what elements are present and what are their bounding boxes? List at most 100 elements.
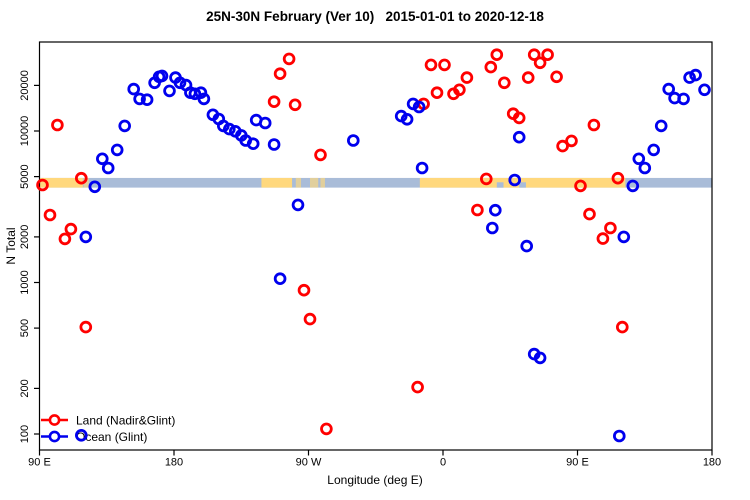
data-point-ocean [520,239,533,253]
data-point-ocean [258,116,272,130]
data-point-ocean [626,179,640,193]
y-tick-label: 1000 [19,270,31,294]
ocean-inlet [496,182,504,188]
data-point-land [273,67,287,80]
data-point-land [587,118,601,132]
ocean-inlet [519,182,526,188]
x-tick-label: 90 W [296,457,322,469]
data-point-ocean [223,122,236,136]
data-point-land [460,71,474,84]
data-point-land [64,222,78,236]
data-point-ocean [291,198,305,212]
x-tick-label: 90 E [566,457,589,469]
data-point-ocean [415,161,429,175]
data-point-ocean [155,69,169,83]
scatter-points-layer [36,48,711,443]
data-point-ocean [698,83,711,97]
data-point-land [288,98,302,112]
data-point-land [565,134,578,148]
data-point-ocean [194,86,208,99]
data-point-land [497,76,511,90]
y-tick-label: 5000 [19,164,31,188]
data-point-ocean [533,351,547,365]
data-point-land [303,312,317,326]
land-segment [295,177,302,188]
data-point-ocean [140,93,154,106]
data-point-ocean [75,428,88,442]
data-point-land [490,48,504,61]
data-point-ocean [485,221,499,235]
data-point-ocean [412,100,426,114]
y-tick-label: 20000 [19,70,31,101]
data-point-ocean [267,138,281,151]
y-tick-label: 500 [19,319,31,337]
data-point-ocean [654,119,668,133]
legend-symbol-point [48,414,61,426]
legend-label: Land (Nadir&Glint) [76,414,175,428]
y-tick-label: 100 [19,425,31,443]
data-point-land [297,283,311,297]
data-point-land [484,60,498,74]
data-point-land [314,148,327,162]
legend-label: Ocean (Glint) [76,430,147,444]
data-point-ocean [273,272,287,286]
data-point-land [512,111,526,125]
data-point-land [541,48,554,61]
data-point-ocean [163,84,176,98]
data-point-land [527,48,541,61]
data-point-ocean [173,76,187,90]
data-point-ocean [612,429,626,443]
x-tick-label: 180 [703,457,721,469]
data-point-ocean [400,113,414,126]
data-point-land [424,58,438,72]
data-point-land [615,320,629,334]
data-point-land [430,86,444,99]
data-point-land [411,380,424,394]
data-point-ocean [512,130,526,144]
data-point-ocean [101,161,115,175]
data-point-land [36,178,49,192]
ocean-band [39,177,712,188]
data-point-land [43,208,57,222]
data-point-ocean [617,230,631,244]
data-point-ocean [96,152,109,166]
data-point-ocean [346,134,360,147]
data-point-ocean [88,180,102,194]
data-point-ocean [110,143,124,157]
data-point-ocean [683,71,696,84]
x-tick-label: 0 [440,457,446,469]
x-axis-title: Longitude (deg E) [327,473,422,487]
chart-title: 25N-30N February (Ver 10) 2015-01-01 to … [206,9,544,24]
data-point-ocean [632,152,646,166]
data-point-ocean [127,82,141,96]
y-tick-label: 10000 [19,116,31,147]
land-segment [39,177,83,188]
data-point-ocean [662,82,675,96]
data-point-land [521,71,535,84]
data-point-ocean [133,92,146,106]
data-point-land [471,203,484,217]
data-point-land [479,172,493,186]
plot-frame [38,41,713,451]
data-point-land [556,139,569,153]
data-point-land [79,320,93,334]
data-point-land [51,118,64,132]
data-point-ocean [689,68,702,82]
data-point-ocean [118,119,131,133]
data-point-land [583,207,596,221]
data-point-ocean [79,230,93,244]
x-tick-label: 180 [165,457,183,469]
data-point-land [574,179,587,193]
data-point-land [604,221,617,235]
data-point-ocean [647,143,660,157]
y-tick-label: 2000 [19,225,31,249]
data-point-ocean [677,92,690,106]
data-point-ocean [508,173,522,187]
axis-ticks-layer: 90 E 180 90 W 0 90 E 180 100 200 500 1000 2000 5000… [19,70,721,468]
land-segment [320,177,325,188]
data-point-land [611,171,625,185]
data-point-ocean [246,137,260,151]
data-point-land [533,56,547,70]
